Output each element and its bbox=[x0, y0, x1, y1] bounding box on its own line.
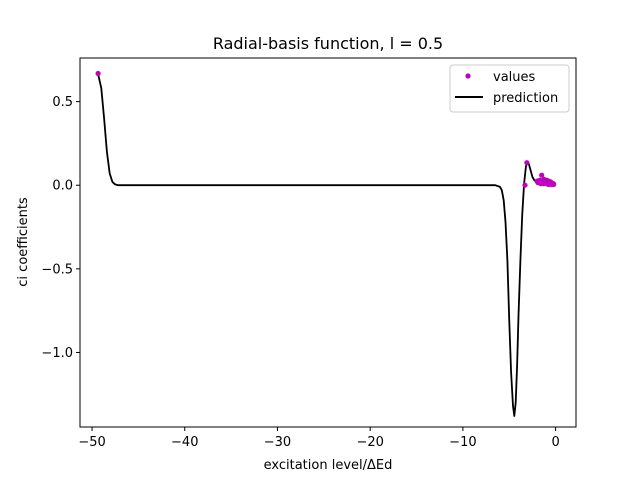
y-axis-label: ci coefficients bbox=[16, 197, 31, 287]
x-axis: −50 −40 −30 −20 −10 0 bbox=[78, 427, 560, 450]
values-point bbox=[522, 182, 528, 188]
x-tick-label: 0 bbox=[551, 435, 559, 450]
y-tick-label: 0.5 bbox=[52, 95, 73, 110]
plot-area bbox=[95, 70, 557, 417]
legend-values-label: values bbox=[493, 70, 536, 85]
values-point bbox=[524, 160, 530, 166]
values-point bbox=[95, 70, 101, 77]
legend-values-marker bbox=[465, 73, 471, 79]
values-point bbox=[539, 172, 545, 178]
y-tick-label: −1.0 bbox=[41, 346, 73, 361]
values-point bbox=[551, 181, 557, 187]
x-tick-label: −20 bbox=[356, 435, 383, 450]
x-tick-label: −50 bbox=[78, 435, 105, 450]
y-axis: 0.5 0.0 −0.5 −1.0 bbox=[41, 95, 80, 361]
x-tick-label: −40 bbox=[171, 435, 198, 450]
x-tick-label: −10 bbox=[449, 435, 476, 450]
y-tick-label: 0.0 bbox=[52, 179, 73, 194]
legend-prediction-label: prediction bbox=[493, 91, 558, 106]
x-tick-label: −30 bbox=[264, 435, 291, 450]
plot-frame bbox=[79, 57, 577, 428]
legend-box bbox=[449, 64, 570, 113]
y-tick-label: −0.5 bbox=[41, 262, 73, 277]
x-axis-label: excitation level/ΔEd bbox=[264, 458, 393, 473]
chart-title: Radial-basis function, l = 0.5 bbox=[213, 34, 443, 53]
legend: values prediction bbox=[449, 64, 570, 113]
